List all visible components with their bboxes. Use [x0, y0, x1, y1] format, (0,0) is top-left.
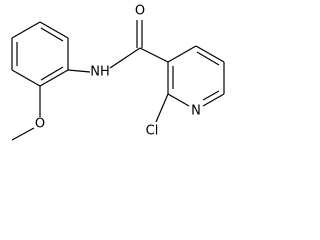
bond — [202, 90, 220, 101]
bond — [195, 45, 225, 63]
bond — [167, 45, 197, 63]
bond — [67, 69, 91, 73]
bond — [40, 66, 64, 81]
bond — [11, 127, 35, 141]
bond — [167, 93, 190, 107]
atom-label: N — [191, 104, 201, 119]
bond — [39, 21, 69, 39]
bond — [202, 93, 225, 107]
atom-label: NH — [90, 65, 110, 80]
atom-label: Cl — [146, 124, 159, 139]
atom-label: O — [135, 4, 145, 19]
bond — [155, 93, 169, 123]
bond — [196, 51, 220, 66]
bond — [39, 69, 69, 87]
bonds — [11, 20, 225, 141]
bond — [11, 69, 41, 87]
bond — [40, 27, 64, 42]
bond — [139, 47, 169, 63]
bond — [11, 21, 41, 39]
atom-label: O — [35, 117, 45, 132]
molecule: O NH N Cl O — [11, 4, 225, 141]
bond — [109, 47, 141, 69]
